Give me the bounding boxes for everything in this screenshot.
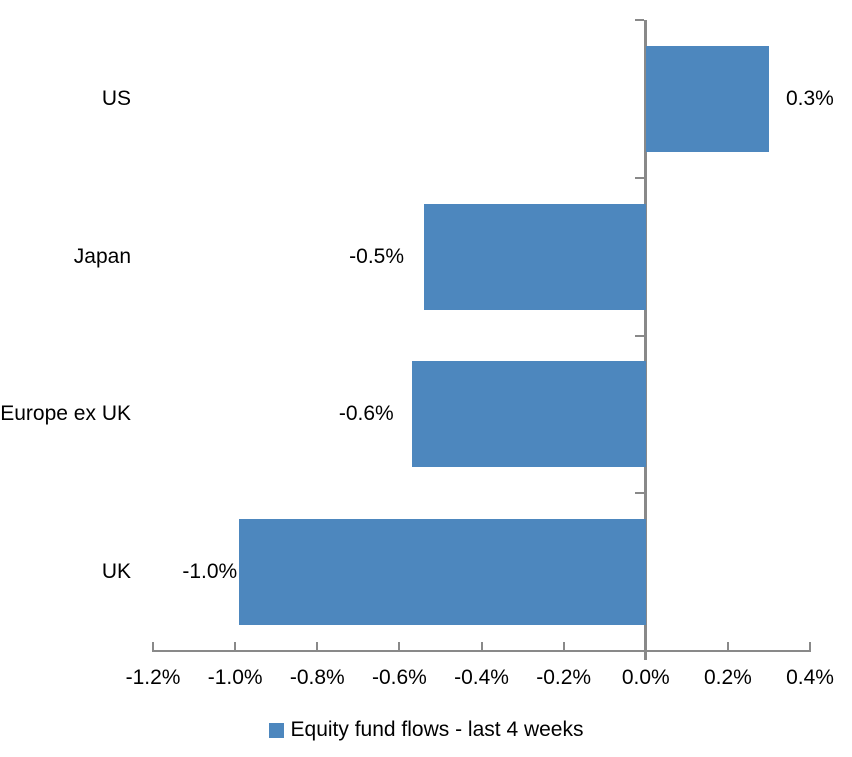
category-tick-mark	[635, 19, 645, 21]
category-tick-mark	[635, 176, 645, 179]
x-tick-mark	[398, 642, 401, 651]
zero-axis-line	[644, 20, 648, 660]
x-tick-label-1: -1.0%	[207, 666, 263, 689]
x-tick-mark	[480, 642, 483, 651]
x-tick-label-0: -1.2%	[125, 666, 181, 689]
x-tick-label-5: -0.2%	[536, 666, 592, 689]
x-tick-label-2: -0.8%	[289, 666, 345, 689]
bar-us	[645, 45, 769, 152]
legend: Equity fund flows - last 4 weeks	[0, 715, 852, 745]
data-label-us: 0.3%	[785, 86, 834, 110]
bar-uk	[239, 519, 646, 626]
category-tick-mark	[635, 492, 645, 495]
bar-europe-ex-uk	[411, 361, 646, 468]
data-label-uk: -1.0%	[182, 560, 238, 584]
x-tick-mark	[234, 642, 237, 651]
x-axis-line	[152, 650, 811, 652]
data-label-japan: -0.5%	[349, 244, 405, 268]
category-label-uk: UK	[101, 560, 131, 584]
x-tick-mark	[562, 642, 565, 651]
legend-swatch-icon	[268, 722, 284, 738]
x-tick-mark	[726, 642, 729, 651]
category-label-europe-ex-uk: Europe ex UK	[0, 402, 131, 426]
x-tick-mark	[152, 642, 154, 651]
x-tick-label-7: 0.2%	[703, 666, 752, 689]
x-tick-label-3: -0.6%	[371, 666, 427, 689]
x-tick-mark	[809, 642, 811, 651]
x-tick-label-4: -0.4%	[454, 666, 509, 689]
category-tick-mark	[635, 334, 645, 337]
bar-japan	[424, 203, 646, 310]
category-label-japan: Japan	[73, 244, 131, 268]
x-tick-label-8: 0.4%	[786, 666, 834, 689]
x-tick-mark	[316, 642, 319, 651]
category-tick-mark	[635, 650, 645, 652]
category-label-us: US	[101, 86, 131, 110]
data-label-europe-ex-uk: -0.6%	[338, 402, 394, 426]
x-tick-mark	[644, 642, 647, 651]
x-tick-label-6: 0.0%	[621, 666, 670, 689]
legend-label: Equity fund flows - last 4 weeks	[290, 718, 584, 741]
